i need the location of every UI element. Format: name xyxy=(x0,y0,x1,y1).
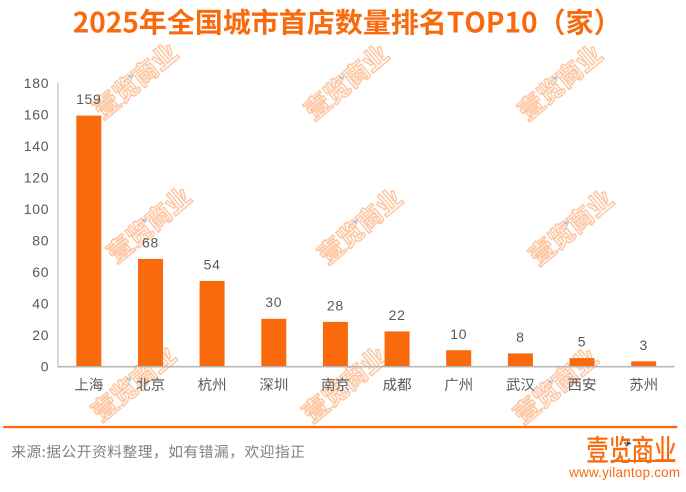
svg-text:40: 40 xyxy=(32,296,49,312)
svg-text:160: 160 xyxy=(24,107,49,123)
svg-text:80: 80 xyxy=(32,233,49,249)
svg-text:159: 159 xyxy=(76,91,101,107)
svg-text:28: 28 xyxy=(327,297,344,313)
svg-text:100: 100 xyxy=(24,201,49,217)
svg-text:22: 22 xyxy=(389,307,406,323)
svg-text:60: 60 xyxy=(32,264,49,280)
svg-text:10: 10 xyxy=(450,326,467,342)
svg-text:www.yilantop.com: www.yilantop.com xyxy=(568,465,680,480)
svg-text:68: 68 xyxy=(142,234,159,250)
svg-text:20: 20 xyxy=(32,327,49,343)
svg-text:140: 140 xyxy=(24,138,49,154)
svg-text:3: 3 xyxy=(639,337,648,353)
svg-text:30: 30 xyxy=(265,294,282,310)
svg-text:120: 120 xyxy=(24,170,49,186)
svg-text:5: 5 xyxy=(578,334,587,350)
svg-text:8: 8 xyxy=(516,329,525,345)
svg-text:54: 54 xyxy=(204,256,221,272)
svg-text:0: 0 xyxy=(41,359,50,375)
svg-text:180: 180 xyxy=(24,75,49,91)
